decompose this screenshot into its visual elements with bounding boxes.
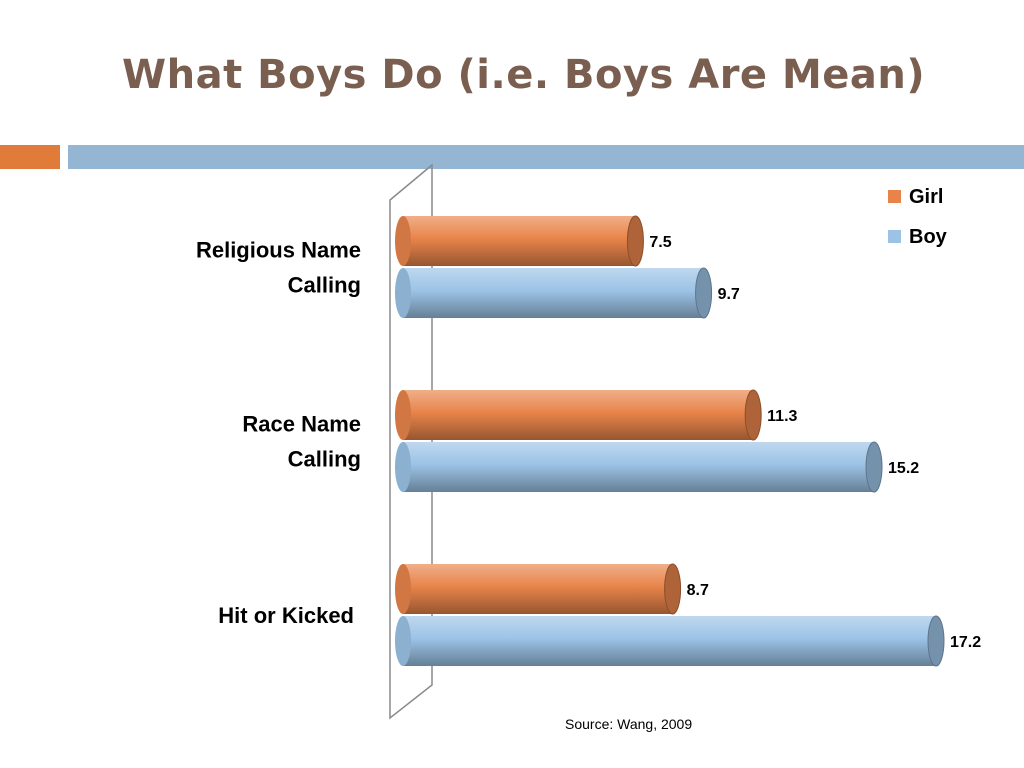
data-label-girl-1: 11.3 — [767, 408, 797, 425]
bar-boy-2 — [395, 615, 945, 667]
bar-girl-1 — [395, 389, 762, 441]
bar-boy-0 — [395, 267, 713, 319]
category-label-0-line-1: Calling — [288, 273, 361, 298]
category-label-2-line-0: Hit or Kicked — [218, 603, 354, 628]
bar-boy-1 — [395, 441, 883, 493]
legend: Girl Boy — [888, 186, 948, 248]
bar-girl-2 — [395, 563, 682, 615]
data-label-girl-2: 8.7 — [687, 582, 709, 599]
data-label-girl-0: 7.5 — [649, 234, 671, 251]
accent-bar-right — [68, 145, 1024, 169]
chart-back-wall — [389, 163, 433, 720]
page-title: What Boys Do (i.e. Boys Are Mean) — [122, 52, 926, 98]
accent-bar-left — [0, 145, 60, 169]
legend-swatch-girl — [888, 190, 901, 203]
source-note: Source: Wang, 2009 — [565, 716, 693, 732]
bar-girl-0 — [395, 215, 644, 267]
legend-label-boy: Boy — [909, 226, 948, 248]
legend-swatch-boy — [888, 230, 901, 243]
legend-label-girl: Girl — [909, 186, 943, 208]
category-label-1-line-0: Race Name — [242, 412, 361, 437]
data-label-boy-1: 15.2 — [888, 460, 919, 477]
data-label-boy-2: 17.2 — [950, 634, 981, 651]
category-label-0-line-0: Religious Name — [196, 238, 361, 263]
data-label-boy-0: 9.7 — [718, 286, 740, 303]
category-label-1-line-1: Calling — [288, 447, 361, 472]
